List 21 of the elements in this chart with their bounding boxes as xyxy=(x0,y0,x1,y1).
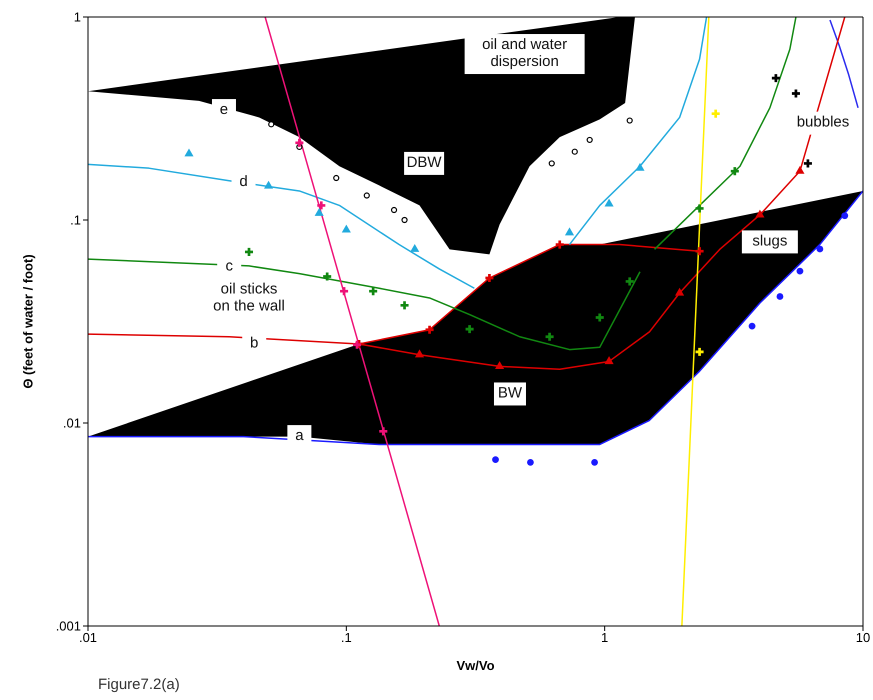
annotation: a xyxy=(295,427,304,444)
y-tick-label: .001 xyxy=(56,618,81,634)
annotation: e xyxy=(220,101,228,118)
caption: Figure7.2(a) xyxy=(98,676,180,693)
y-axis-title: Θ (feet of water / foot) xyxy=(20,254,36,389)
x-tick-label: .1 xyxy=(340,630,352,646)
x-tick-label: 1 xyxy=(601,630,608,646)
annotation: d xyxy=(239,173,248,190)
y-tick-label: .01 xyxy=(62,416,81,431)
annotation: oil and water dispersion xyxy=(482,36,568,70)
annotation: bubbles xyxy=(796,114,850,131)
annotation: slugs xyxy=(752,232,788,250)
annotation: DBW xyxy=(406,154,442,171)
x-axis-title: Vw/Vo xyxy=(456,658,495,673)
annotation: oil sticks on the wall xyxy=(213,280,285,315)
annotation: b xyxy=(250,334,258,352)
x-tick-label: 10 xyxy=(856,630,870,646)
annotation: BW xyxy=(498,384,523,402)
y-tick-label: 1 xyxy=(74,10,81,25)
y-tick-label: .1 xyxy=(70,212,81,228)
annotation: c xyxy=(225,257,234,274)
